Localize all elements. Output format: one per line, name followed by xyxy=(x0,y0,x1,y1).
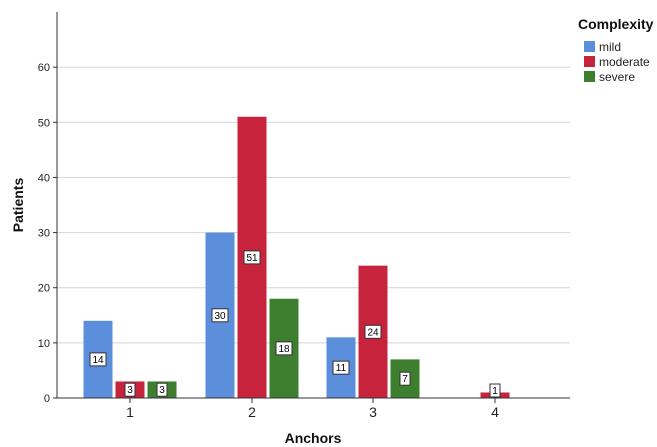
data-label-box xyxy=(275,341,293,356)
data-label-text: 18 xyxy=(278,344,290,355)
data-label: 30 xyxy=(211,308,229,323)
data-label-box xyxy=(211,308,229,323)
legend-swatch-severe xyxy=(584,71,595,82)
data-label: 51 xyxy=(243,250,261,265)
x-tick-label: 2 xyxy=(248,404,256,420)
data-label-box xyxy=(243,250,261,265)
data-label-text: 30 xyxy=(214,311,226,322)
data-label-box xyxy=(332,360,350,375)
bars xyxy=(83,116,510,399)
data-label: 24 xyxy=(364,324,382,339)
data-label-text: 24 xyxy=(367,327,379,338)
data-label-text: 3 xyxy=(127,385,133,396)
y-tick-label: 60 xyxy=(38,62,50,74)
data-label-box xyxy=(489,383,501,398)
y-tick-label: 50 xyxy=(38,117,50,129)
legend-label-severe: severe xyxy=(599,70,635,84)
legend-swatch-mild xyxy=(584,41,595,52)
legend-label-moderate: moderate xyxy=(599,55,650,69)
data-label-text: 3 xyxy=(159,385,165,396)
data-label-box xyxy=(124,382,136,397)
data-label-text: 1 xyxy=(492,386,498,397)
y-tick-label: 20 xyxy=(38,283,50,295)
data-label-text: 7 xyxy=(402,374,408,385)
y-axis-ticks: 0 10 20 30 40 50 60 xyxy=(38,62,57,405)
data-label: 11 xyxy=(332,360,350,375)
legend-swatch-moderate xyxy=(584,56,595,67)
data-label: 14 xyxy=(89,352,107,367)
x-axis-title: Anchors xyxy=(285,430,342,446)
y-tick-label: 10 xyxy=(38,338,50,350)
data-label-box xyxy=(364,324,382,339)
y-tick-label: 40 xyxy=(38,172,50,184)
data-label-box xyxy=(399,371,411,386)
data-label: 7 xyxy=(399,371,411,386)
data-label-text: 51 xyxy=(246,253,258,264)
x-axis-ticks: 1 2 3 4 xyxy=(126,398,499,420)
legend-label-mild: mild xyxy=(599,40,621,54)
y-tick-label: 30 xyxy=(38,228,50,240)
legend-title: Complexity xyxy=(578,16,654,32)
data-label: 3 xyxy=(124,382,136,397)
gridlines xyxy=(57,66,570,344)
data-labels: 14 3 3 30 51 18 11 24 7 1 xyxy=(89,250,501,398)
y-tick-label: 0 xyxy=(44,393,50,405)
y-axis-title: Patients xyxy=(10,178,26,233)
data-label-text: 14 xyxy=(92,355,104,366)
x-tick-label: 4 xyxy=(491,404,499,420)
data-label-text: 11 xyxy=(336,363,347,374)
data-label: 18 xyxy=(275,341,293,356)
data-label: 1 xyxy=(489,383,501,398)
data-label-box xyxy=(89,352,107,367)
data-label: 3 xyxy=(156,382,168,397)
x-tick-label: 1 xyxy=(126,404,134,420)
data-label-box xyxy=(156,382,168,397)
x-tick-label: 3 xyxy=(369,404,377,420)
